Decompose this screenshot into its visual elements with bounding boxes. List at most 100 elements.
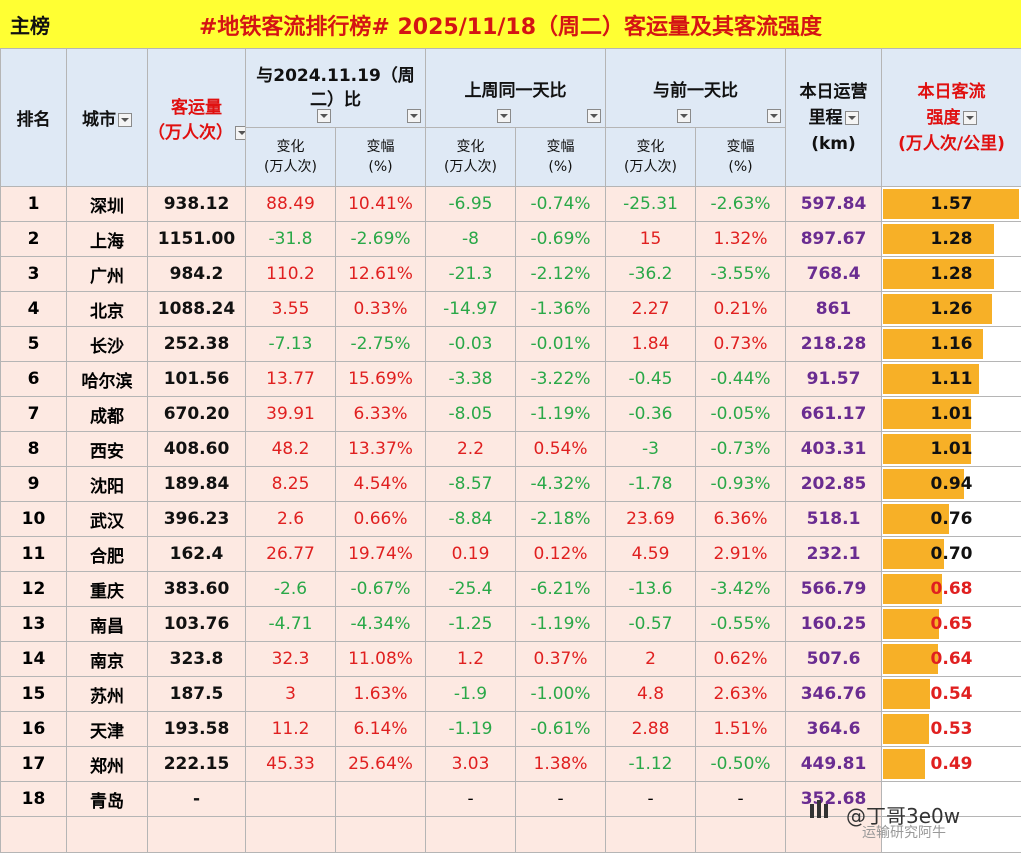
intensity-bar [883, 574, 942, 604]
mileage-cell: 346.76 [785, 676, 883, 712]
header-volume[interactable]: 客运量 （万人次） [147, 48, 246, 187]
wow-change-cell: -1.19 [425, 711, 517, 747]
yoy-pct-filter-dropdown-icon[interactable] [407, 109, 422, 123]
dod-pct-cell: -0.05% [695, 396, 787, 432]
city-filter-dropdown-icon[interactable] [118, 113, 132, 127]
table-row[interactable]: 9 沈阳 189.84 8.25 4.54% -8.57 -4.32% -1.78 -0.93%… [0, 466, 1021, 502]
table-row[interactable]: 1 深圳 938.12 88.49 10.41% -6.95 -0.74% -25.31 -2.… [0, 186, 1021, 222]
header-city[interactable]: 城市 [66, 48, 148, 187]
header-yoy-change: 变化 (万人次) [245, 127, 336, 187]
intensity-value: 1.57 [930, 194, 973, 214]
wow-pct-cell: 0.54% [515, 431, 607, 467]
mileage-filter-dropdown-icon[interactable] [844, 110, 859, 125]
header-intensity-label-2: 强度 [926, 107, 961, 128]
dod-pct-cell: 2.63% [695, 676, 787, 712]
header-wow-group[interactable]: 上周同一天比 [425, 48, 607, 128]
header-mileage[interactable]: 本日运营 里程 (km) [785, 48, 883, 187]
table-row[interactable]: 17 郑州 222.15 45.33 25.64% 3.03 1.38% -1.12 -0.50… [0, 746, 1021, 782]
mileage-cell: 861 [785, 291, 883, 327]
intensity-cell: 1.01 [881, 396, 1021, 432]
table-row[interactable]: 6 哈尔滨 101.56 13.77 15.69% -3.38 -3.22% -0.45 -0.… [0, 361, 1021, 397]
volume-cell: 187.5 [147, 676, 246, 712]
volume-filter-dropdown-icon[interactable] [235, 125, 245, 140]
yoy-change-cell: 110.2 [245, 256, 336, 292]
dod-pct-filter-dropdown-icon[interactable] [767, 109, 782, 123]
intensity-filter-dropdown-icon[interactable] [962, 110, 977, 125]
intensity-cell: 0.54 [881, 676, 1021, 712]
mileage-cell: 768.4 [785, 256, 883, 292]
table-row[interactable]: 14 南京 323.8 32.3 11.08% 1.2 0.37% 2 0.62% 507.6 0.… [0, 641, 1021, 677]
wow-pct-filter-dropdown-icon[interactable] [587, 109, 602, 123]
table-row[interactable]: 11 合肥 162.4 26.77 19.74% 0.19 0.12% 4.59 2.91% 23… [0, 536, 1021, 572]
dod-change-cell: -3 [605, 431, 697, 467]
intensity-cell: 1.16 [881, 326, 1021, 362]
yoy-pct-cell: 0.33% [334, 291, 427, 327]
table-row[interactable]: 3 广州 984.2 110.2 12.61% -21.3 -2.12% -36.2 -3.55… [0, 256, 1021, 292]
intensity-value: 1.28 [930, 229, 973, 249]
table-row[interactable]: 15 苏州 187.5 3 1.63% -1.9 -1.00% 4.8 2.63% 346.76 0… [0, 676, 1021, 712]
wow-change-cell: 0.19 [425, 536, 517, 572]
intensity-cell: 0.68 [881, 571, 1021, 607]
dod-change-filter-dropdown-icon[interactable] [677, 109, 692, 123]
table-row[interactable]: 7 成都 670.20 39.91 6.33% -8.05 -1.19% -0.36 -0.05… [0, 396, 1021, 432]
city-cell: 上海 [66, 221, 148, 257]
wow-change-cell: -6.95 [425, 186, 517, 222]
rank-cell: 16 [0, 711, 67, 747]
table-row[interactable]: 10 武汉 396.23 2.6 0.66% -8.84 -2.18% 23.69 6.36% 5… [0, 501, 1021, 537]
wow-pct-cell: - [515, 781, 607, 817]
table-row[interactable]: 16 天津 193.58 11.2 6.14% -1.19 -0.61% 2.88 1.51% 3… [0, 711, 1021, 747]
header-rank[interactable]: 排名 [0, 48, 67, 187]
wow-pct-cell: -2.18% [515, 501, 607, 537]
yoy-pct-cell: 0.66% [334, 501, 427, 537]
rank-cell: 9 [0, 466, 67, 502]
intensity-cell: 0.76 [881, 501, 1021, 537]
yoy-pct-cell: 15.69% [334, 361, 427, 397]
yoy-pct-cell: -2.69% [334, 221, 427, 257]
header-mileage-label-2: 里程 [808, 107, 843, 128]
empty-row [0, 816, 1021, 853]
yoy-pct-cell: -0.67% [334, 571, 427, 607]
intensity-value: 1.11 [930, 369, 973, 389]
dod-change-cell: 2.27 [605, 291, 697, 327]
dod-change-cell: 1.84 [605, 326, 697, 362]
wow-change-cell: 1.2 [425, 641, 517, 677]
intensity-bar [883, 749, 926, 779]
table-row[interactable]: 13 南昌 103.76 -4.71 -4.34% -1.25 -1.19% -0.57 -0.… [0, 606, 1021, 642]
table-row[interactable]: 2 上海 1151.00 -31.8 -2.69% -8 -0.69% 15 1.32% 897.… [0, 221, 1021, 257]
dod-pct-cell: -2.63% [695, 186, 787, 222]
mileage-cell: 897.67 [785, 221, 883, 257]
yoy-change-cell: -4.71 [245, 606, 336, 642]
wow-change-filter-dropdown-icon[interactable] [497, 109, 512, 123]
header-wow-pct: 变幅 (%) [515, 127, 607, 187]
volume-cell: 162.4 [147, 536, 246, 572]
yoy-change-cell: 8.25 [245, 466, 336, 502]
header-intensity[interactable]: 本日客流 强度 (万人次/公里) [881, 48, 1021, 187]
wow-pct-cell: -1.36% [515, 291, 607, 327]
yoy-change-cell: 88.49 [245, 186, 336, 222]
table-row[interactable]: 8 西安 408.60 48.2 13.37% 2.2 0.54% -3 -0.73% 403.3… [0, 431, 1021, 467]
volume-cell: 396.23 [147, 501, 246, 537]
city-cell: 南京 [66, 641, 148, 677]
header-dod-group[interactable]: 与前一天比 [605, 48, 787, 128]
rank-cell: 11 [0, 536, 67, 572]
volume-cell: 103.76 [147, 606, 246, 642]
rank-cell: 4 [0, 291, 67, 327]
intensity-cell: 0.53 [881, 711, 1021, 747]
intensity-value: 0.70 [930, 544, 973, 564]
wow-pct-cell: -0.01% [515, 326, 607, 362]
city-cell: 深圳 [66, 186, 148, 222]
header-yoy-group[interactable]: 与2024.11.19（周 二）比 [244, 48, 427, 128]
yoy-change-cell: 32.3 [245, 641, 336, 677]
intensity-bar [883, 539, 944, 569]
yoy-change-filter-dropdown-icon[interactable] [317, 109, 332, 123]
intensity-cell: 0.49 [881, 746, 1021, 782]
city-cell: 北京 [66, 291, 148, 327]
wow-pct-cell: -2.12% [515, 256, 607, 292]
table-row[interactable]: 12 重庆 383.60 -2.6 -0.67% -25.4 -6.21% -13.6 -3.4… [0, 571, 1021, 607]
author-subtitle: 运输研究阿牛 [862, 825, 946, 841]
intensity-bar [883, 609, 940, 639]
table-row[interactable]: 4 北京 1088.24 3.55 0.33% -14.97 -1.36% 2.27 0.21%… [0, 291, 1021, 327]
rank-cell: 6 [0, 361, 67, 397]
table-row[interactable]: 5 长沙 252.38 -7.13 -2.75% -0.03 -0.01% 1.84 0.73%… [0, 326, 1021, 362]
city-cell: 西安 [66, 431, 148, 467]
